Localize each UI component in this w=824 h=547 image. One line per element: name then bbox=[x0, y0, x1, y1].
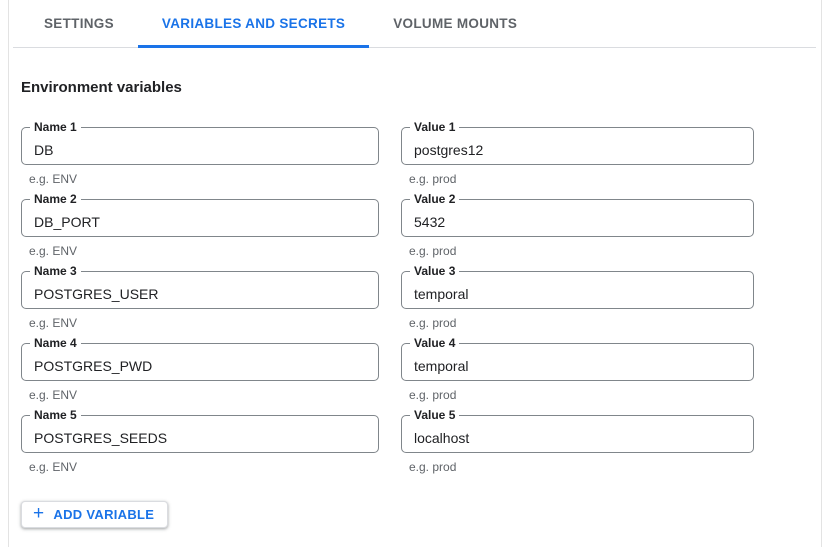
value-5-outline: Value 5 bbox=[401, 408, 754, 453]
add-variable-label: ADD VARIABLE bbox=[53, 507, 155, 522]
name-5-label: Name 5 bbox=[30, 408, 81, 423]
variable-name-field-4: Name 4 e.g. ENV bbox=[21, 336, 379, 402]
name-1-hint: e.g. ENV bbox=[29, 172, 78, 186]
value-2-input[interactable] bbox=[402, 200, 753, 236]
name-4-outline: Name 4 bbox=[21, 336, 379, 381]
value-5-input[interactable] bbox=[402, 416, 753, 452]
value-2-outline: Value 2 bbox=[401, 192, 754, 237]
environment-variables-list: Name 1 e.g. ENV Value 1 e.g. prod Name 2… bbox=[21, 120, 821, 474]
name-5-hint: e.g. ENV bbox=[29, 460, 78, 474]
plus-icon: + bbox=[33, 503, 45, 524]
variable-value-field-5: Value 5 e.g. prod bbox=[401, 408, 754, 474]
variable-name-field-2: Name 2 e.g. ENV bbox=[21, 192, 379, 258]
value-4-outline: Value 4 bbox=[401, 336, 754, 381]
value-5-hint: e.g. prod bbox=[409, 460, 457, 474]
tab-volume-mounts[interactable]: VOLUME MOUNTS bbox=[393, 16, 518, 31]
variable-name-field-5: Name 5 e.g. ENV bbox=[21, 408, 379, 474]
value-3-label: Value 3 bbox=[410, 264, 460, 279]
value-1-outline: Value 1 bbox=[401, 120, 754, 165]
name-2-outline: Name 2 bbox=[21, 192, 379, 237]
value-4-label: Value 4 bbox=[410, 336, 460, 351]
name-5-input[interactable] bbox=[22, 416, 378, 452]
variables-panel: SETTINGS VARIABLES AND SECRETS VOLUME MO… bbox=[8, 0, 822, 547]
name-1-input[interactable] bbox=[22, 128, 378, 164]
value-5-label: Value 5 bbox=[410, 408, 460, 423]
tab-bar: SETTINGS VARIABLES AND SECRETS VOLUME MO… bbox=[13, 0, 816, 48]
name-2-input[interactable] bbox=[22, 200, 378, 236]
name-2-label: Name 2 bbox=[30, 192, 81, 207]
variable-name-field-3: Name 3 e.g. ENV bbox=[21, 264, 379, 330]
name-3-label: Name 3 bbox=[30, 264, 81, 279]
name-5-outline: Name 5 bbox=[21, 408, 379, 453]
section-title: Environment variables bbox=[21, 79, 182, 96]
variable-value-field-2: Value 2 e.g. prod bbox=[401, 192, 754, 258]
value-1-label: Value 1 bbox=[410, 120, 460, 135]
value-2-label: Value 2 bbox=[410, 192, 460, 207]
value-4-hint: e.g. prod bbox=[409, 388, 457, 402]
name-4-label: Name 4 bbox=[30, 336, 81, 351]
name-3-outline: Name 3 bbox=[21, 264, 379, 309]
tab-variables-and-secrets[interactable]: VARIABLES AND SECRETS bbox=[137, 0, 370, 48]
value-3-hint: e.g. prod bbox=[409, 316, 457, 330]
name-1-outline: Name 1 bbox=[21, 120, 379, 165]
name-4-hint: e.g. ENV bbox=[29, 388, 78, 402]
add-variable-button[interactable]: + ADD VARIABLE bbox=[21, 501, 169, 528]
variable-value-field-1: Value 1 e.g. prod bbox=[401, 120, 754, 186]
variable-name-field-1: Name 1 e.g. ENV bbox=[21, 120, 379, 186]
name-1-label: Name 1 bbox=[30, 120, 81, 135]
variable-value-field-3: Value 3 e.g. prod bbox=[401, 264, 754, 330]
name-3-hint: e.g. ENV bbox=[29, 316, 78, 330]
tab-settings[interactable]: SETTINGS bbox=[44, 16, 114, 31]
name-3-input[interactable] bbox=[22, 272, 378, 308]
value-4-input[interactable] bbox=[402, 344, 753, 380]
value-2-hint: e.g. prod bbox=[409, 244, 457, 258]
value-3-outline: Value 3 bbox=[401, 264, 754, 309]
name-4-input[interactable] bbox=[22, 344, 378, 380]
value-3-input[interactable] bbox=[402, 272, 753, 308]
name-2-hint: e.g. ENV bbox=[29, 244, 78, 258]
variable-value-field-4: Value 4 e.g. prod bbox=[401, 336, 754, 402]
value-1-input[interactable] bbox=[402, 128, 753, 164]
value-1-hint: e.g. prod bbox=[409, 172, 457, 186]
